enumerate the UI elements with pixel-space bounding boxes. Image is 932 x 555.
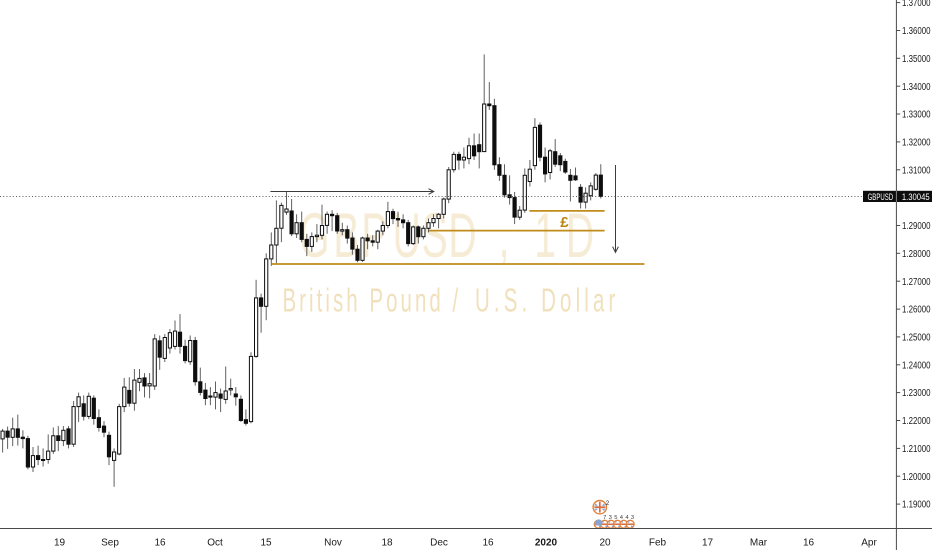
svg-text:1.29000: 1.29000: [902, 221, 931, 232]
svg-text:Oct: Oct: [207, 538, 223, 549]
svg-text:Feb: Feb: [649, 538, 667, 549]
svg-text:British Pound /: British Pound /: [282, 281, 458, 318]
svg-text:15: 15: [260, 538, 272, 549]
svg-text:GBPUSD: GBPUSD: [868, 192, 894, 203]
svg-text:3: 3: [631, 515, 634, 521]
svg-text:1.33000: 1.33000: [902, 110, 931, 121]
svg-text:17: 17: [702, 538, 714, 549]
svg-text:1.27000: 1.27000: [902, 277, 931, 288]
svg-text:5: 5: [614, 515, 617, 521]
svg-text:2020: 2020: [535, 538, 558, 549]
svg-text:1.23000: 1.23000: [902, 388, 931, 399]
svg-text:GBPUSD, 1D: GBPUSD, 1D: [299, 202, 594, 272]
svg-text:1.37000: 1.37000: [902, 0, 931, 9]
svg-text:1.20000: 1.20000: [902, 472, 931, 483]
svg-text:1.28000: 1.28000: [902, 249, 931, 260]
svg-text:U.S. Dollar: U.S. Dollar: [475, 281, 615, 318]
svg-text:1.25000: 1.25000: [902, 333, 931, 344]
svg-text:16: 16: [154, 538, 166, 549]
svg-text:Sep: Sep: [101, 538, 119, 549]
svg-text:Dec: Dec: [430, 538, 448, 549]
svg-text:1.21000: 1.21000: [902, 444, 931, 455]
svg-text:1.34000: 1.34000: [902, 82, 931, 93]
svg-text:16: 16: [803, 538, 815, 549]
svg-text:4: 4: [625, 515, 629, 521]
svg-text:1.31000: 1.31000: [902, 165, 931, 176]
svg-text:7: 7: [603, 515, 606, 521]
svg-text:18: 18: [381, 538, 393, 549]
svg-text:3: 3: [609, 515, 612, 521]
svg-text:1.19000: 1.19000: [902, 500, 931, 511]
svg-text:19: 19: [54, 538, 66, 549]
svg-text:1.36000: 1.36000: [902, 26, 931, 37]
svg-text:Nov: Nov: [324, 538, 342, 549]
svg-text:20: 20: [599, 538, 611, 549]
svg-text:1.24000: 1.24000: [902, 360, 931, 371]
svg-text:1.22000: 1.22000: [902, 416, 931, 427]
svg-text:1.30045: 1.30045: [902, 192, 930, 203]
svg-text:16: 16: [482, 538, 494, 549]
svg-text:1.35000: 1.35000: [902, 54, 931, 65]
svg-text:Apr: Apr: [861, 538, 877, 549]
svg-text:£: £: [560, 214, 569, 231]
svg-text:4: 4: [620, 515, 624, 521]
svg-text:1.32000: 1.32000: [902, 138, 931, 149]
svg-text:1.26000: 1.26000: [902, 305, 931, 316]
svg-text:2: 2: [606, 501, 610, 507]
svg-text:Mar: Mar: [750, 538, 768, 549]
